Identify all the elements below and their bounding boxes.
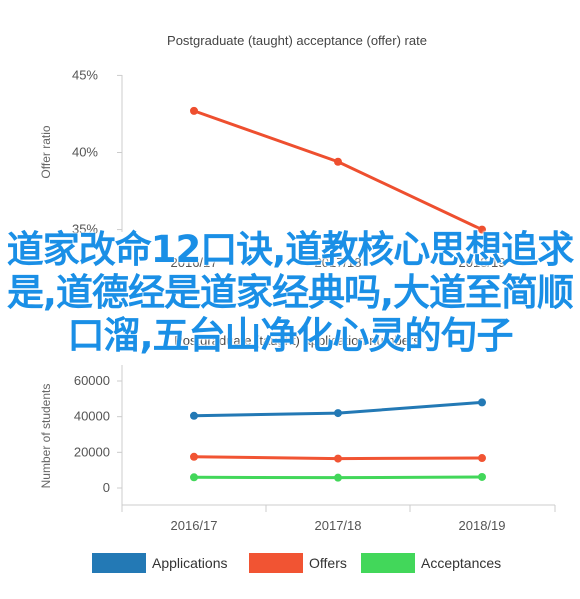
chart-2-y-tick-label: 20000 [74, 444, 110, 459]
chart-1-y-axis-label: Offer ratio [39, 125, 53, 178]
chart-2-data-point-acceptances [478, 472, 486, 481]
chart-2-data-point-acceptances [190, 473, 198, 482]
chart-2-x-tick-label: 2017/18 [315, 518, 362, 533]
chart-1-data-point [190, 106, 198, 115]
chart-1-x-tick-label: 2018/19 [459, 255, 506, 270]
chart-1-y-tick-label: 35% [72, 222, 98, 237]
chart-2-data-point-applications [190, 411, 198, 420]
chart-2-x-tick-label: 2016/17 [171, 518, 218, 533]
chart-2-y-axis-label: Number of students [39, 384, 53, 489]
chart-1-data-point [478, 225, 486, 234]
chart-1-x-tick-label: 2017/18 [315, 255, 362, 270]
chart-1-title: Postgraduate (taught) acceptance (offer)… [167, 33, 427, 48]
chart-2-data-point-offers [334, 454, 342, 463]
chart-2: Postgraduate (taught) application number… [39, 333, 556, 573]
chart-2-y-tick-label: 40000 [74, 409, 110, 424]
overlay-watermark-text: 道家改命12口诀,道教核心思想追求是,道德经是道家经典吗,大道至简顺口溜,五台山… [6, 228, 575, 357]
chart-2-title: Postgraduate (taught) application number… [174, 333, 420, 348]
chart-2-data-point-offers [190, 452, 198, 461]
chart-2-y-tick-label: 60000 [74, 373, 110, 388]
chart-2-x-tick-label: 2018/19 [459, 518, 506, 533]
legend-swatch-applications [92, 553, 146, 573]
chart-1-series-line [193, 109, 483, 231]
chart-1-y-tick-label: 45% [72, 67, 98, 82]
legend-swatch-acceptances [361, 553, 415, 573]
chart-2-data-point-offers [478, 454, 486, 463]
chart-1: Postgraduate (taught) acceptance (offer)… [39, 33, 506, 270]
legend-swatch-offers [249, 553, 303, 573]
legend-label-offers: Offers [309, 555, 347, 571]
legend-label-applications: Applications [152, 555, 228, 571]
chart-2-data-point-applications [334, 409, 342, 418]
chart-2-data-point-applications [478, 398, 486, 407]
chart-1-x-tick-label: 2016/17 [171, 255, 218, 270]
chart-2-y-tick-label: 0 [103, 480, 110, 495]
chart-1-data-point [334, 157, 342, 166]
chart-1-y-tick-label: 40% [72, 145, 98, 160]
legend-label-acceptances: Acceptances [421, 555, 501, 571]
chart-2-data-point-acceptances [334, 473, 342, 482]
